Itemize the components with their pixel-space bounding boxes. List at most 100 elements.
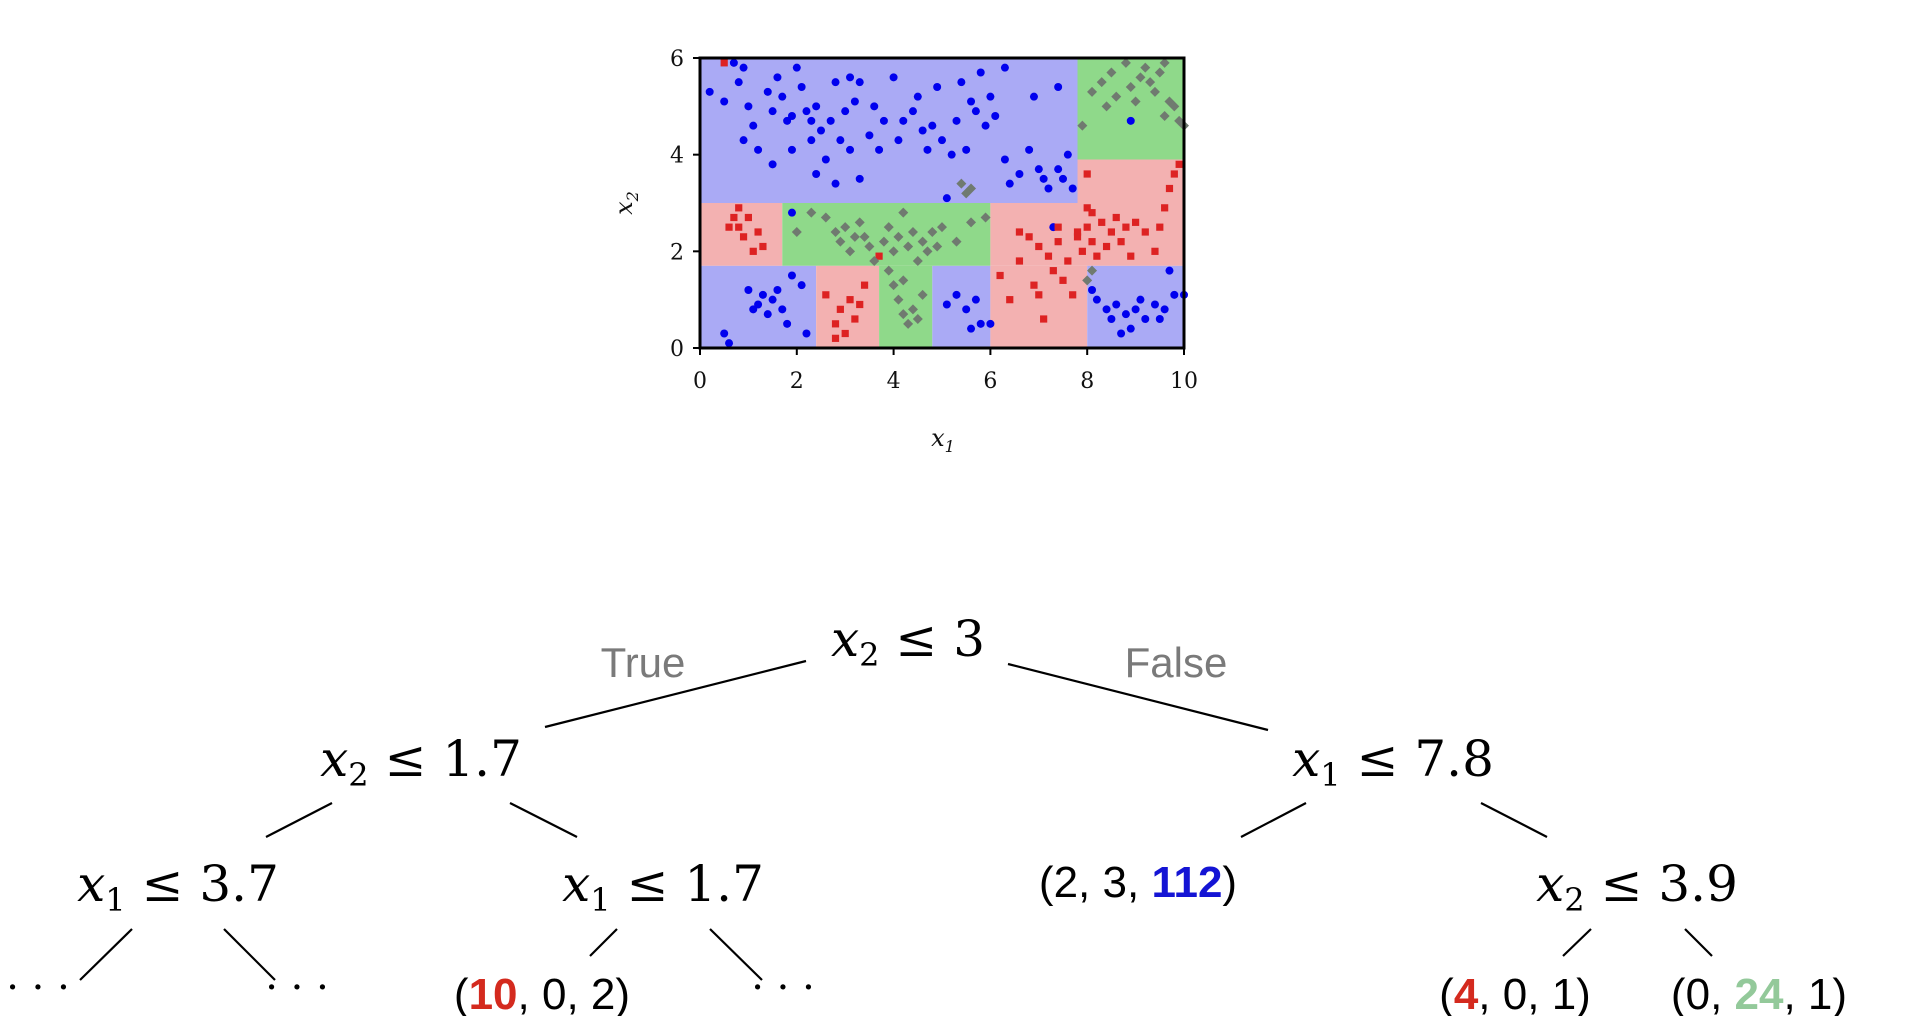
y-axis-ticks: 0 2 4 6 — [670, 47, 700, 362]
point-red-58 — [1054, 223, 1062, 231]
point-red-55 — [1073, 233, 1082, 241]
point-blue-95 — [1102, 305, 1111, 314]
point-blue-19 — [812, 102, 821, 111]
point-blue-11 — [778, 92, 787, 101]
point-blue-78 — [778, 305, 787, 314]
point-grey-29 — [888, 280, 899, 291]
point-red-25 — [1035, 242, 1043, 251]
point-red-22 — [1015, 257, 1024, 265]
point-red-9 — [735, 223, 743, 231]
point-red-33 — [1073, 228, 1082, 236]
point-grey-22 — [927, 227, 938, 237]
point-blue-38 — [908, 107, 917, 116]
edge-ll-right — [223, 928, 276, 981]
point-red-26 — [1040, 315, 1048, 323]
point-blue-115 — [846, 73, 855, 82]
point-red-51 — [1170, 170, 1178, 178]
node-root: x2 ≤ 3 — [831, 610, 985, 674]
point-grey-17 — [903, 241, 914, 252]
point-grey-7 — [849, 231, 860, 242]
point-grey-5 — [840, 222, 851, 233]
tree-edges — [79, 659, 1713, 981]
y-axis-label: x2 — [610, 191, 642, 215]
point-blue-59 — [1034, 165, 1043, 174]
point-red-45 — [1132, 218, 1140, 226]
point-red-39 — [1102, 242, 1111, 251]
edge-right-rr — [1480, 802, 1548, 838]
point-red-11 — [831, 320, 840, 328]
point-grey-41 — [1096, 77, 1107, 88]
point-blue-49 — [967, 97, 976, 106]
point-blue-55 — [1005, 179, 1014, 188]
point-blue-53 — [991, 112, 1000, 120]
point-grey-2 — [820, 212, 831, 223]
point-blue-72 — [1054, 83, 1063, 91]
point-blue-58 — [1029, 92, 1038, 101]
point-blue-107 — [1088, 286, 1097, 294]
point-grey-45 — [1120, 57, 1131, 68]
point-grey-19 — [912, 256, 923, 266]
point-grey-49 — [1140, 62, 1151, 73]
point-blue-103 — [1160, 305, 1169, 314]
point-grey-51 — [1149, 86, 1160, 97]
point-blue-30 — [855, 78, 864, 87]
point-grey-23 — [932, 241, 943, 252]
point-red-18 — [860, 281, 869, 289]
point-blue-15 — [792, 63, 801, 72]
point-red-28 — [1049, 267, 1057, 275]
point-blue-39 — [913, 92, 922, 101]
point-grey-26 — [966, 217, 977, 228]
point-blue-65 — [1068, 184, 1077, 193]
point-blue-36 — [894, 136, 903, 145]
point-blue-33 — [875, 145, 884, 154]
point-blue-24 — [826, 116, 835, 125]
edge-label-false: False — [1125, 639, 1228, 686]
point-grey-55 — [1169, 101, 1180, 112]
point-grey-59 — [1087, 265, 1098, 276]
point-blue-18 — [807, 116, 816, 125]
data-points — [705, 57, 1189, 348]
point-red-54 — [1083, 204, 1091, 212]
point-blue-114 — [942, 194, 951, 203]
point-grey-35 — [917, 289, 928, 300]
point-blue-77 — [763, 310, 772, 319]
point-red-34 — [1078, 247, 1086, 255]
point-blue-42 — [928, 121, 937, 130]
point-red-3 — [735, 204, 743, 212]
point-grey-40 — [1087, 86, 1098, 97]
edge-left-ll — [265, 802, 333, 838]
point-blue-63 — [1059, 174, 1067, 183]
point-red-52 — [1175, 160, 1183, 168]
point-red-0 — [720, 59, 728, 67]
point-blue-81 — [797, 281, 806, 290]
x-tick-label: 10 — [1170, 369, 1198, 394]
point-blue-52 — [986, 92, 995, 101]
point-blue-37 — [899, 116, 908, 125]
point-blue-3 — [734, 78, 743, 87]
point-grey-9 — [859, 231, 870, 242]
point-grey-37 — [956, 178, 967, 189]
point-blue-25 — [831, 78, 840, 87]
edge-left-lr — [509, 802, 578, 838]
point-red-41 — [1112, 213, 1120, 222]
point-blue-67 — [855, 174, 864, 183]
point-blue-86 — [725, 339, 734, 348]
edge-label-true: True — [601, 639, 686, 686]
point-blue-56 — [1015, 170, 1024, 178]
edge-root-right — [1007, 662, 1269, 732]
point-grey-28 — [883, 265, 894, 276]
point-red-30 — [1059, 276, 1067, 284]
point-red-14 — [846, 296, 854, 304]
point-blue-91 — [976, 319, 985, 328]
leaf-right-right-left: (4, 0, 1) — [1439, 970, 1591, 1016]
point-red-20 — [996, 271, 1004, 280]
point-grey-6 — [845, 246, 856, 257]
point-blue-99 — [1131, 305, 1140, 314]
point-blue-8 — [763, 87, 772, 96]
point-red-43 — [1122, 223, 1130, 231]
point-blue-68 — [739, 63, 748, 72]
point-blue-85 — [720, 329, 729, 338]
x-tick-label: 2 — [790, 369, 804, 394]
point-blue-88 — [952, 290, 961, 299]
point-red-35 — [1083, 223, 1091, 231]
